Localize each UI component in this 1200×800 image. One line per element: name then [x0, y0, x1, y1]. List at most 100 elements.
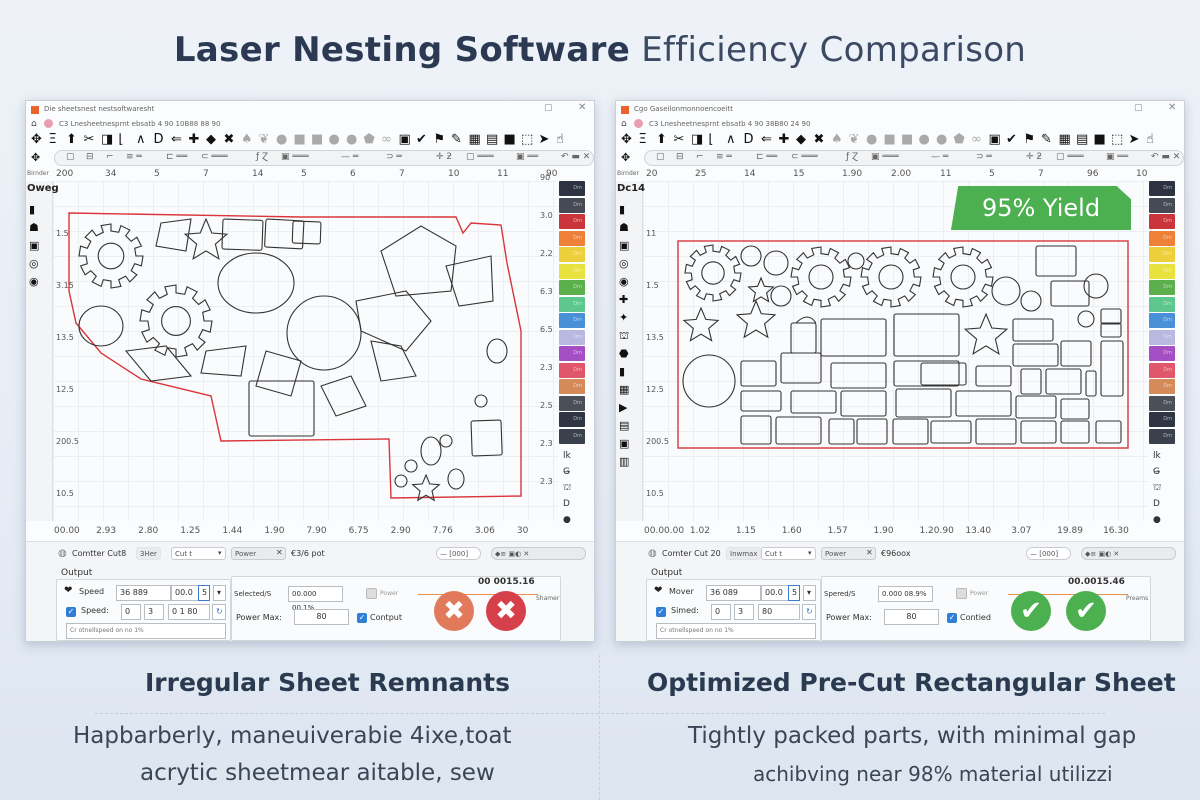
flag-icon[interactable]: ⚑ [1023, 132, 1036, 147]
speed2-field[interactable]: 0 [121, 604, 141, 620]
square-icon[interactable]: ■ [901, 132, 914, 147]
layer-color-swatch[interactable]: Dm [1149, 214, 1175, 229]
move-icon[interactable]: ✥ [31, 132, 42, 147]
layer-color-swatch[interactable]: Dm [559, 412, 585, 427]
layer-color-swatch[interactable]: Dm [559, 197, 585, 213]
accept-button[interactable]: ✔ [1066, 591, 1106, 631]
palette-tool-icon[interactable]: ✚ [619, 293, 629, 306]
select-icon[interactable]: ⬚ [521, 132, 534, 147]
toolbar2-tool[interactable]: ⊃ ═ [386, 152, 402, 162]
text-icon[interactable]: Ξ [638, 132, 647, 147]
toolbar2-tool[interactable]: ⊏ ══ [756, 152, 778, 162]
toolbar2-tool[interactable]: ▢ ═══ [1056, 152, 1084, 162]
diamond-icon[interactable]: ◆ [796, 132, 806, 147]
layer-color-swatch[interactable]: Dm [1149, 362, 1175, 378]
check-icon[interactable]: ✔ [416, 132, 427, 147]
toolbar2-tool[interactable]: ▢ ═══ [466, 152, 494, 162]
palette-tool-icon[interactable]: ▮ [619, 365, 626, 378]
square-icon[interactable]: ■ [1093, 132, 1106, 147]
select-icon[interactable]: ⬚ [1111, 132, 1124, 147]
cross-icon[interactable]: ✖ [223, 132, 235, 147]
door-icon[interactable]: D [153, 132, 164, 147]
circle-icon[interactable]: ● [918, 132, 930, 147]
layer-color-swatch[interactable]: Dm [1149, 296, 1175, 312]
save-icon[interactable]: ▣ [398, 132, 411, 147]
toolbar2-tool[interactable]: ≡ ═ [716, 152, 732, 162]
square-icon[interactable]: ■ [883, 132, 896, 147]
circle-icon[interactable]: ● [936, 132, 948, 147]
layer-color-swatch[interactable]: Dm [559, 346, 585, 361]
palette-tool-icon[interactable]: ◎ [29, 257, 39, 270]
speed2-field[interactable]: 80 [758, 604, 800, 620]
layer-color-swatch[interactable]: Dm [1149, 379, 1175, 394]
drop-icon[interactable]: ● [866, 132, 878, 147]
palette-tool-icon[interactable]: ▤ [619, 419, 630, 432]
flag-icon[interactable]: ⚑ [433, 132, 446, 147]
output-checkbox[interactable]: ✓ [357, 613, 367, 623]
speed-field[interactable]: 00.0 [171, 585, 204, 601]
layer-color-swatch[interactable]: Dm [559, 296, 585, 312]
speed-field[interactable]: 36 889 [116, 585, 171, 601]
toolbar2-tool[interactable]: — ═ [931, 152, 949, 162]
circle-icon[interactable]: ● [328, 132, 340, 147]
square-icon[interactable]: ■ [503, 132, 516, 147]
scissors-icon[interactable]: ✂ [673, 132, 685, 147]
layer-color-swatch[interactable]: Dm [1149, 230, 1175, 246]
layer-tool-icon[interactable]: G̶ [563, 467, 570, 477]
record-icon[interactable] [44, 119, 53, 128]
layer-color-swatch[interactable]: Dm [559, 379, 585, 394]
nesting-canvas[interactable] [643, 181, 1148, 521]
toolbar2-tool[interactable]: ▣ ═══ [281, 152, 309, 162]
close-button[interactable]: ✕ [578, 102, 587, 113]
plus-icon[interactable]: ✚ [188, 132, 200, 147]
speed2-field[interactable]: 0 [711, 604, 731, 620]
image-icon[interactable]: ▦ [1058, 132, 1071, 147]
selected-field[interactable]: 00.000 00.1% [288, 586, 343, 612]
text-icon[interactable]: Ξ [48, 132, 57, 147]
move-icon[interactable]: ✥ [31, 151, 41, 164]
speed-field[interactable]: 36 089 [706, 585, 761, 601]
palette-tool-icon[interactable]: ✦ [619, 311, 629, 324]
maximize-button[interactable]: ▢ [544, 103, 553, 113]
toolbar2-tool[interactable]: ⊏ ══ [166, 152, 188, 162]
layer-color-swatch[interactable]: Dm [1149, 313, 1175, 328]
layer-tool-icon[interactable]: lk [563, 451, 571, 461]
home-icon[interactable]: ⌂ [621, 119, 627, 129]
speed-dropdown[interactable]: ▾ [213, 585, 226, 601]
move-icon[interactable]: ✥ [621, 151, 631, 164]
power-chip[interactable]: Power [821, 547, 876, 560]
layer-color-swatch[interactable]: Dm [1149, 263, 1175, 279]
palette-tool-icon[interactable]: ☗ [619, 221, 629, 234]
layer-tool-icon[interactable]: ⛫ [1153, 483, 1162, 493]
speed2-dropdown[interactable]: ↻ [212, 604, 226, 620]
layer-color-swatch[interactable]: Dm [1149, 280, 1175, 295]
selected-field[interactable]: 0.000 08.9% [878, 586, 933, 602]
brush-icon[interactable]: ✎ [1041, 132, 1052, 147]
palette-tool-icon[interactable]: ⬣ [619, 347, 629, 360]
layer-color-swatch[interactable]: Dm [559, 214, 585, 229]
shield-icon[interactable]: ⬟ [953, 132, 965, 147]
save-icon[interactable]: ▣ [988, 132, 1001, 147]
layer-color-swatch[interactable]: Dm [559, 395, 585, 411]
corner-icon[interactable]: ⌊ [708, 132, 714, 147]
view-tools[interactable]: ◆≡ ▣◐ ✕ [491, 547, 586, 560]
pin-icon[interactable]: ⬆ [66, 132, 77, 147]
circle-icon[interactable]: ● [346, 132, 358, 147]
home-icon[interactable]: ⌂ [31, 119, 37, 129]
toolbar2-tool[interactable]: — ═ [341, 152, 359, 162]
tap-icon[interactable]: ☝ [1146, 132, 1154, 147]
toolbar2-tool[interactable]: ≡ ═ [126, 152, 142, 162]
arrow-icon[interactable]: ➤ [1128, 132, 1140, 147]
palette-tool-icon[interactable]: ☗ [29, 221, 39, 234]
layer-color-swatch[interactable]: Dm [559, 329, 585, 345]
close-button[interactable]: ✕ [1168, 102, 1177, 113]
layers-icon[interactable]: ▤ [1076, 132, 1089, 147]
power-checkbox[interactable] [366, 588, 377, 599]
square-icon[interactable]: ■ [311, 132, 324, 147]
image-icon[interactable]: ▦ [468, 132, 481, 147]
palette-tool-icon[interactable]: ▣ [619, 239, 630, 252]
angle-icon[interactable]: ∧ [726, 132, 736, 147]
speed-step[interactable]: 5 [198, 585, 210, 601]
square-icon[interactable]: ■ [293, 132, 306, 147]
speed-dropdown[interactable]: ▾ [803, 585, 816, 601]
